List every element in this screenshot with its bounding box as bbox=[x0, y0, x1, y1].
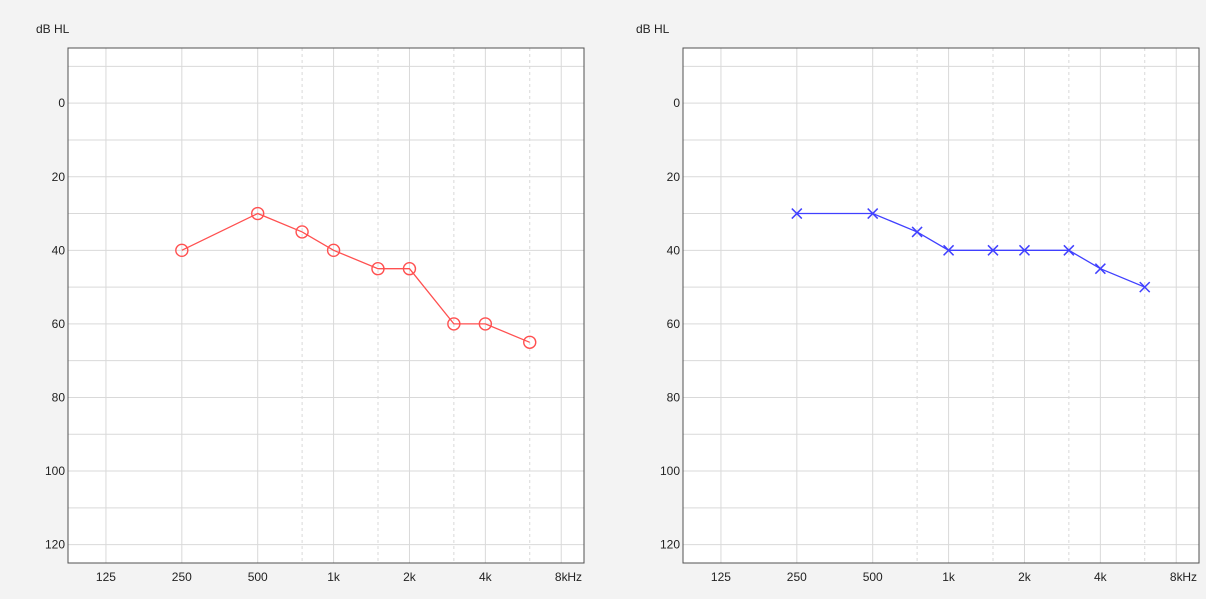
x-tick-label: 125 bbox=[96, 570, 116, 584]
data-point-circle bbox=[251, 206, 265, 221]
data-point-x bbox=[1063, 244, 1075, 256]
series-line bbox=[181, 212, 530, 343]
x-tick-label: 125 bbox=[711, 570, 731, 584]
data-point-circle bbox=[326, 243, 341, 258]
data-point-circle bbox=[523, 335, 537, 349]
x-tick-label: 4k bbox=[1094, 570, 1108, 584]
x-tick-label: 2k bbox=[1018, 570, 1032, 584]
data-point-circle bbox=[295, 225, 309, 239]
x-axis-unit: Hz bbox=[1182, 570, 1197, 584]
plot-frame bbox=[682, 47, 1200, 564]
y-tick-label: 40 bbox=[52, 243, 66, 257]
plot-area bbox=[68, 48, 584, 563]
y-tick-label: 120 bbox=[45, 538, 65, 552]
x-tick-label: 8k bbox=[1170, 570, 1184, 584]
y-axis-title: dB HL bbox=[36, 22, 70, 36]
x-tick-label: 2k bbox=[403, 570, 417, 584]
data-point-circle bbox=[371, 262, 385, 276]
x-tick-label: 4k bbox=[479, 570, 493, 584]
data-point-x bbox=[943, 244, 955, 256]
y-tick-label: 40 bbox=[667, 243, 681, 257]
plot-area bbox=[683, 48, 1199, 563]
data-point-x bbox=[867, 208, 879, 220]
data-point-x bbox=[791, 208, 803, 220]
y-tick-label: 0 bbox=[58, 96, 65, 110]
data-point-x bbox=[911, 226, 923, 238]
x-tick-label: 1k bbox=[942, 570, 956, 584]
x-tick-label: 250 bbox=[787, 570, 807, 584]
x-tick-label: 500 bbox=[248, 570, 268, 584]
data-point-x bbox=[1094, 263, 1106, 275]
data-point-circle bbox=[478, 317, 493, 331]
data-point-x bbox=[1018, 244, 1031, 256]
y-tick-label: 20 bbox=[52, 170, 66, 184]
audiogram-right: dB HL 0 20 40 60 80 100 120 125 250 500 1k 2k 4k 8k Hz bbox=[636, 22, 1200, 584]
plot-frame bbox=[67, 47, 585, 564]
data-point-x bbox=[1139, 281, 1151, 293]
data-point-circle bbox=[175, 243, 189, 258]
x-axis-unit: Hz bbox=[567, 570, 582, 584]
y-tick-label: 120 bbox=[660, 538, 680, 552]
y-tick-label: 20 bbox=[667, 170, 681, 184]
y-tick-label: 100 bbox=[45, 464, 65, 478]
y-tick-label: 100 bbox=[660, 464, 680, 478]
data-point-x bbox=[987, 244, 999, 256]
y-tick-label: 0 bbox=[673, 96, 680, 110]
y-tick-label: 60 bbox=[52, 317, 66, 331]
x-tick-label: 250 bbox=[172, 570, 192, 584]
data-point-circle bbox=[447, 317, 461, 331]
y-tick-label: 80 bbox=[52, 390, 66, 404]
x-tick-label: 500 bbox=[863, 570, 883, 584]
data-point-circle bbox=[402, 262, 417, 276]
y-tick-label: 60 bbox=[667, 317, 681, 331]
y-axis-title: dB HL bbox=[636, 22, 670, 36]
y-tick-label: 80 bbox=[667, 390, 681, 404]
x-tick-label: 1k bbox=[327, 570, 341, 584]
audiogram-left: dB HL 0 20 40 60 80 100 120 125 250 500 1k 2k 4k 8k Hz bbox=[36, 22, 585, 584]
x-tick-label: 8k bbox=[555, 570, 569, 584]
